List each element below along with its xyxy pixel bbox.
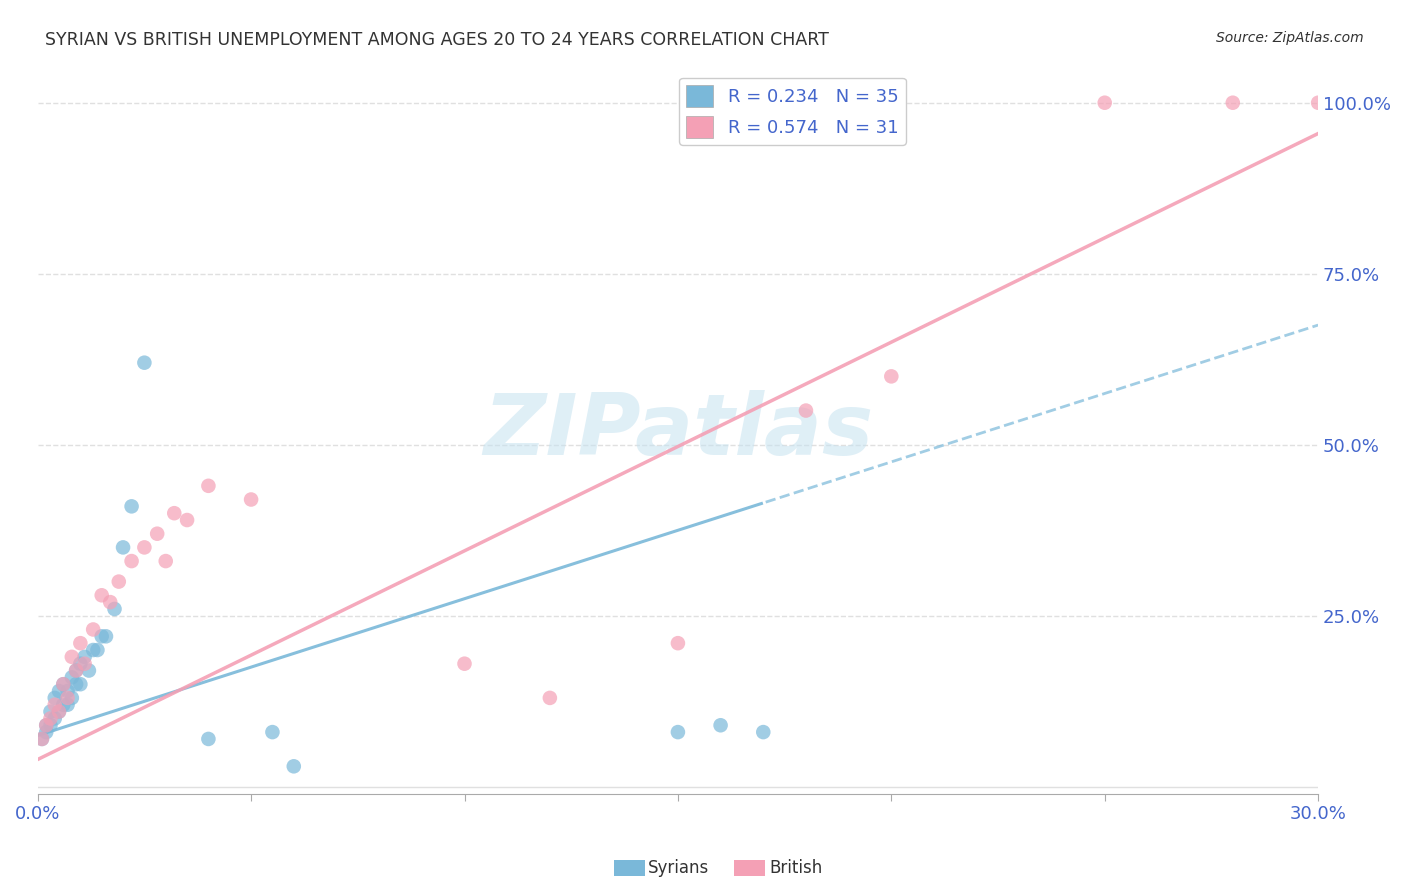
Point (56, 690, 79, 705)
Point (1308, 95, 1330, 110)
Text: British: British (769, 859, 823, 877)
Point (35, 718, 58, 732)
Point (98, 595, 121, 609)
Point (52, 698, 75, 712)
Point (77, 664, 100, 678)
Point (176, 513, 198, 527)
Point (82, 623, 104, 637)
Point (112, 541, 135, 555)
Point (69, 636, 91, 650)
Point (752, 725, 775, 739)
Point (73, 657, 96, 671)
Point (94, 629, 117, 643)
Point (65, 677, 87, 691)
Point (794, 403, 817, 417)
Point (48, 705, 70, 719)
Point (103, 602, 125, 616)
Text: Source: ZipAtlas.com: Source: ZipAtlas.com (1216, 31, 1364, 45)
Point (107, 574, 129, 589)
Point (146, 526, 169, 541)
Point (134, 356, 156, 370)
Point (262, 725, 284, 739)
Point (163, 506, 186, 520)
Point (1222, 95, 1244, 110)
Point (453, 657, 475, 671)
Point (710, 718, 733, 732)
Point (240, 492, 263, 507)
Point (48, 705, 70, 719)
Point (44, 690, 66, 705)
Text: Syrians: Syrians (648, 859, 710, 877)
Point (60, 690, 83, 705)
Legend: R = 0.234   N = 35, R = 0.574   N = 31: R = 0.234 N = 35, R = 0.574 N = 31 (679, 78, 905, 145)
Point (60, 670, 83, 684)
Point (52, 677, 75, 691)
Point (73, 649, 96, 664)
Point (31, 731, 53, 746)
Point (31, 731, 53, 746)
Point (1094, 95, 1116, 110)
Text: SYRIAN VS BRITISH UNEMPLOYMENT AMONG AGES 20 TO 24 YEARS CORRELATION CHART: SYRIAN VS BRITISH UNEMPLOYMENT AMONG AGE… (45, 31, 830, 49)
Point (56, 698, 79, 712)
Point (56, 684, 79, 698)
Point (90, 588, 112, 602)
Point (35, 718, 58, 732)
Point (121, 554, 143, 568)
Point (134, 541, 156, 555)
Point (155, 554, 177, 568)
Point (880, 369, 903, 384)
Point (35, 725, 58, 739)
Point (197, 479, 219, 493)
Point (283, 759, 305, 773)
Point (60, 649, 83, 664)
Point (666, 725, 689, 739)
Text: ZIPatlas: ZIPatlas (482, 390, 873, 473)
Point (69, 677, 91, 691)
Point (82, 643, 104, 657)
Point (538, 690, 561, 705)
Point (666, 636, 689, 650)
Point (39, 705, 62, 719)
Point (86, 643, 108, 657)
Point (121, 500, 143, 514)
Point (44, 711, 66, 725)
Point (65, 664, 87, 678)
Point (48, 684, 70, 698)
Point (44, 698, 66, 712)
Point (197, 731, 219, 746)
Point (69, 657, 91, 671)
Point (39, 711, 62, 725)
Point (90, 629, 112, 643)
Point (65, 664, 87, 678)
Point (52, 677, 75, 691)
Point (39, 718, 62, 732)
